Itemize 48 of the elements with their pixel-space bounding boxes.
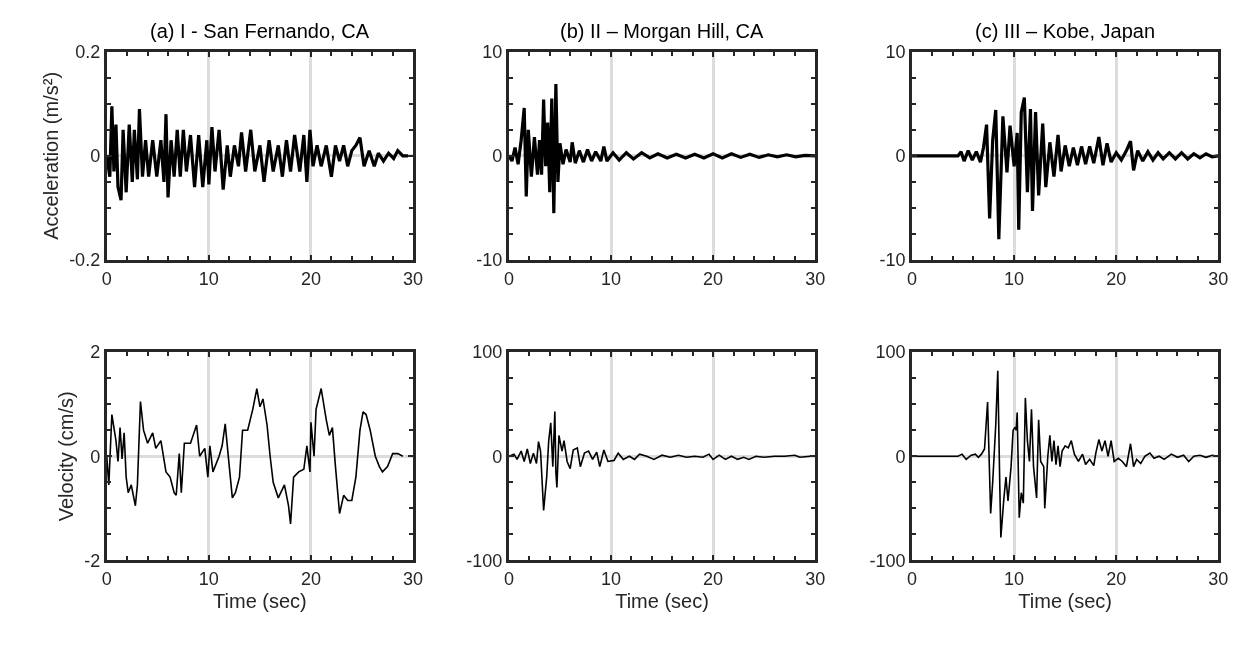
x-axis-title: Time (sec) (615, 589, 709, 612)
chart-title: (a) I - San Fernando, CA (150, 20, 370, 42)
x-tick-label: 20 (1106, 569, 1127, 590)
x-tick-label: 10 (1004, 268, 1025, 289)
y-tick-label: -100 (466, 550, 503, 571)
x-tick-label: 10 (1004, 569, 1025, 590)
y-tick-label: 0 (895, 146, 906, 167)
x-axis-title: Time (sec) (1018, 589, 1113, 612)
x-tick-label: 10 (600, 268, 622, 289)
y-tick-label: 0 (492, 446, 503, 467)
x-tick-label: 30 (403, 268, 424, 289)
x-tick-label: 30 (403, 569, 424, 590)
y-tick-label: 2 (90, 342, 101, 363)
y-tick-label: 0 (90, 146, 101, 167)
x-tick-label: 20 (300, 268, 321, 289)
x-tick-label: 10 (198, 569, 219, 590)
chart-title: (b) II – Morgan Hill, CA (560, 20, 765, 42)
x-tick-label: 30 (1208, 569, 1229, 590)
y-tick-label: 0 (90, 446, 101, 467)
y-axis-title: Acceleration (m/s²) (39, 71, 62, 240)
y-tick-label: -0.2 (69, 250, 101, 271)
x-axis-title: Time (sec) (213, 589, 307, 612)
line-series (508, 82, 816, 215)
x-tick-label: 20 (300, 569, 321, 590)
y-tick-label: 10 (482, 41, 503, 62)
x-tick-label: 20 (703, 268, 724, 289)
x-tick-label: 30 (1208, 268, 1229, 289)
y-tick-label: 100 (472, 342, 503, 363)
x-tick-label: 10 (198, 268, 219, 289)
x-tick-label: 20 (703, 569, 724, 590)
x-tick-label: 30 (805, 569, 826, 590)
line-series (106, 104, 410, 202)
y-tick-label: 100 (875, 342, 906, 363)
line-series (912, 95, 1219, 241)
y-tick-label: -2 (84, 550, 101, 571)
y-axis-title: Velocity (cm/s) (54, 391, 77, 522)
y-tick-label: 0 (895, 446, 906, 467)
y-tick-label: -10 (879, 250, 906, 271)
line-series (106, 387, 404, 525)
y-tick-label: 0.2 (75, 41, 101, 62)
x-tick-label: 30 (805, 268, 826, 289)
y-tick-label: -100 (869, 550, 906, 571)
x-tick-label: 20 (1106, 268, 1127, 289)
y-tick-label: 0 (492, 146, 503, 167)
y-tick-label: -10 (476, 250, 503, 271)
chart-title: (c) III – Kobe, Japan (975, 20, 1156, 42)
y-tick-label: 10 (885, 41, 906, 62)
x-tick-label: 10 (600, 569, 622, 590)
